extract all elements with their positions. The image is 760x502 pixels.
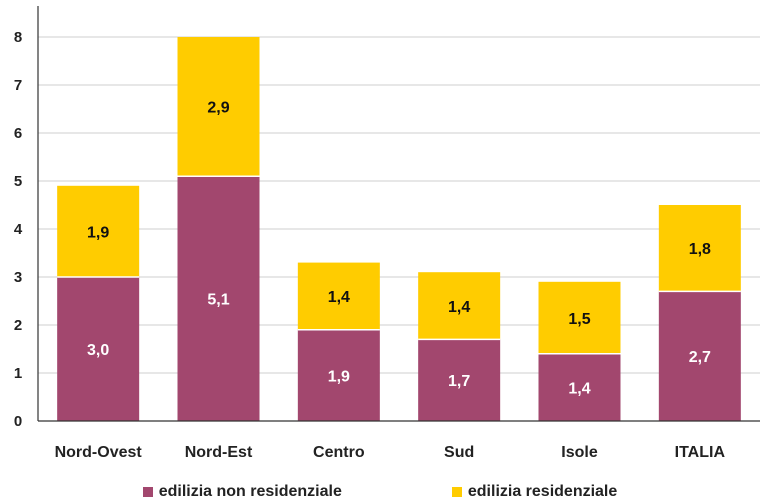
data-label: 5,1 bbox=[207, 292, 229, 309]
legend-item-residential: edilizia residenziale bbox=[451, 482, 618, 502]
legend-label-residential: edilizia residenziale bbox=[467, 483, 618, 500]
y-axis-ticks: 0 1 2 3 4 5 6 7 8 bbox=[14, 29, 23, 430]
y-tick-label: 7 bbox=[14, 77, 22, 94]
y-tick-label: 0 bbox=[14, 413, 22, 430]
data-label: 1,7 bbox=[448, 373, 470, 390]
data-label: 2,9 bbox=[207, 100, 229, 117]
bar-segment-residential bbox=[297, 262, 380, 330]
y-tick-label: 2 bbox=[14, 317, 22, 334]
x-tick-label: Centro bbox=[313, 444, 365, 461]
data-label: 1,4 bbox=[568, 380, 590, 397]
bars bbox=[57, 37, 741, 421]
x-tick-label: Sud bbox=[444, 444, 474, 461]
x-tick-label: Isole bbox=[561, 444, 598, 461]
legend-swatch-non-residential bbox=[142, 487, 153, 497]
data-label: 1,8 bbox=[689, 241, 711, 258]
bar-segment-non-residential bbox=[297, 329, 380, 421]
bar-segment-residential bbox=[177, 37, 260, 177]
legend-label-non-residential: edilizia non residenziale bbox=[158, 483, 342, 500]
data-label: 1,9 bbox=[87, 224, 109, 241]
data-labels: 3,0 1,9 5,1 2,9 1,9 1,4 1,7 1,4 1,4 1,5 2,7 1,8 bbox=[87, 100, 711, 398]
y-tick-label: 1 bbox=[14, 365, 22, 382]
bar-segment-non-residential bbox=[177, 176, 260, 421]
data-label: 1,4 bbox=[328, 289, 350, 306]
bar-segment-non-residential bbox=[538, 353, 621, 421]
gridlines bbox=[38, 36, 760, 374]
legend-swatch-residential bbox=[451, 487, 462, 497]
y-tick-label: 3 bbox=[14, 269, 22, 286]
data-label: 3,0 bbox=[87, 342, 109, 359]
bar-segment-residential bbox=[538, 281, 621, 354]
data-label: 1,4 bbox=[448, 299, 470, 316]
y-tick-label: 5 bbox=[14, 173, 22, 190]
legend: edilizia non residenziale edilizia resid… bbox=[0, 482, 760, 502]
data-label: 1,5 bbox=[568, 311, 590, 328]
bar-segment-non-residential bbox=[658, 291, 741, 421]
x-tick-label: Nord-Est bbox=[185, 444, 253, 461]
data-label: 1,9 bbox=[328, 368, 350, 385]
bar-segment-non-residential bbox=[57, 277, 140, 421]
y-tick-label: 6 bbox=[14, 125, 22, 142]
y-tick-label: 8 bbox=[14, 29, 22, 46]
legend-item-non-residential: edilizia non residenziale bbox=[142, 482, 342, 502]
data-label: 2,7 bbox=[689, 349, 711, 366]
bar-segment-residential bbox=[57, 185, 140, 277]
bar-segment-residential bbox=[418, 272, 501, 340]
x-tick-label: ITALIA bbox=[675, 444, 726, 461]
bar-segment-non-residential bbox=[418, 339, 501, 421]
y-tick-label: 4 bbox=[14, 221, 23, 238]
x-tick-label: Nord-Ovest bbox=[55, 444, 143, 461]
bar-segment-residential bbox=[658, 205, 741, 292]
